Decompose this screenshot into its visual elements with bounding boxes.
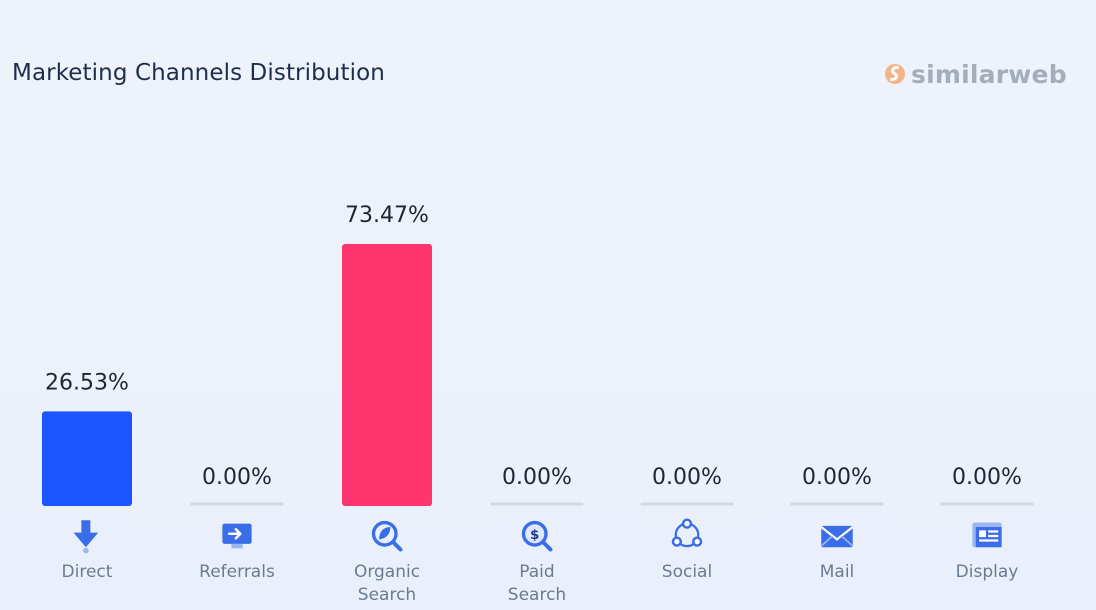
value-label: 0.00% [802,465,872,490]
category-label-line: Display [955,562,1019,582]
value-label: 26.53% [45,370,129,395]
category-label-mail: Mail [782,561,892,584]
display-screen-icon [972,522,1002,548]
value-label: 0.00% [202,465,272,490]
category-label-line: Social [661,562,713,582]
paid-search-icon: $ [521,520,553,552]
category-label-line: Search [357,585,417,605]
category-label-line: Referrals [199,562,275,582]
bar-organic-search[interactable] [342,244,432,506]
svg-text:$: $ [530,527,539,543]
category-label-line: Direct [61,562,113,582]
mail-envelope-icon [820,525,854,548]
category-label-referrals: Referrals [182,561,292,584]
similarweb-logo-icon [885,64,905,84]
similarweb-brand: similarweb [884,56,1067,92]
category-label-line: Paid [519,562,555,582]
chart-title: Marketing Channels Distribution [12,60,385,86]
category-label-line: Mail [819,562,855,582]
category-label-line: Search [507,585,567,605]
category-label-social: Social [632,561,742,584]
value-label: 0.00% [652,465,722,490]
category-label-organic-search: Organic Search [332,561,442,607]
category-label-display: Display [932,561,1042,584]
bar-direct[interactable] [42,411,132,506]
referrals-monitor-icon [222,523,252,549]
category-label-line: Organic [353,562,421,582]
direct-arrow-icon [73,520,99,554]
social-share-icon [671,518,703,548]
category-label-direct: Direct [32,561,142,584]
value-label: 73.47% [345,203,429,228]
organic-search-icon [371,520,403,552]
value-label: 0.00% [952,465,1022,490]
category-label-paid-search: Paid Search [482,561,592,607]
value-label: 0.00% [502,465,572,490]
brand-name: similarweb [911,59,1067,89]
